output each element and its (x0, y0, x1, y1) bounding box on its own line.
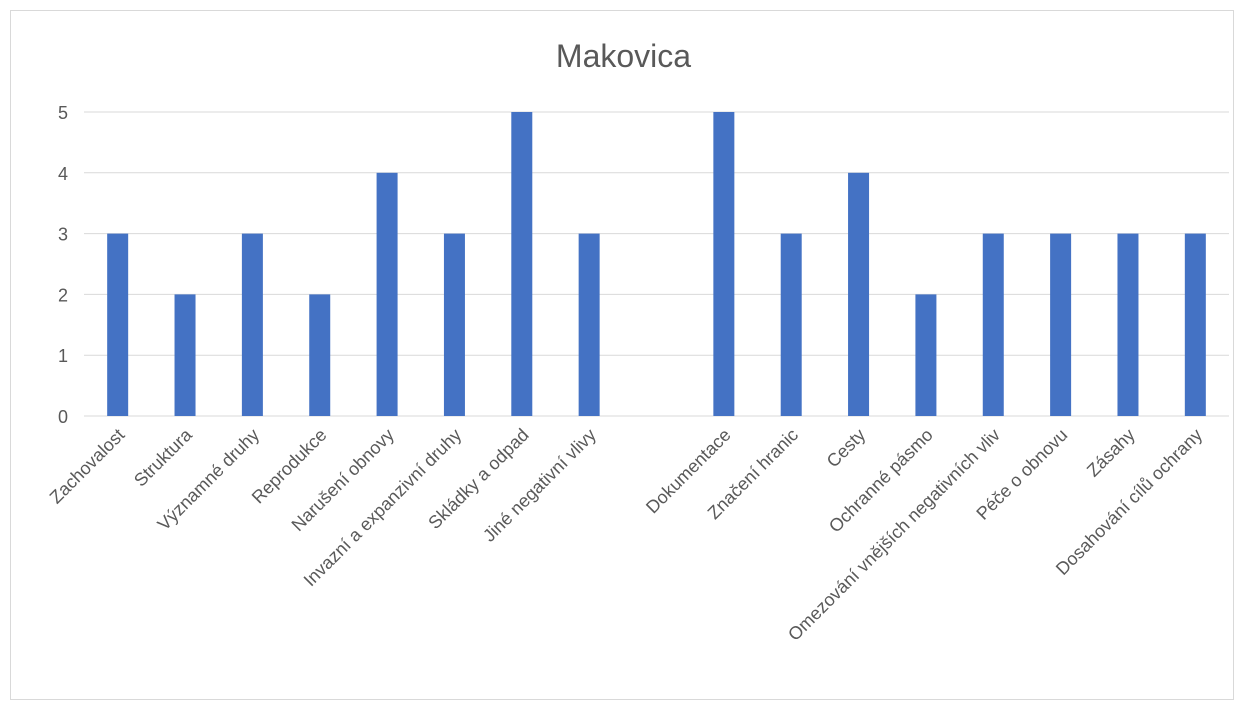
x-category-label: Zachovalost (46, 425, 129, 508)
y-tick-label: 4 (58, 164, 68, 184)
y-axis-ticks: 0 1 2 3 4 5 (58, 103, 68, 427)
x-category-label: Cesty (823, 425, 870, 472)
y-tick-label: 2 (58, 285, 68, 305)
bar (174, 294, 196, 416)
bar (309, 294, 331, 416)
gridlines (84, 111, 1229, 417)
bar (376, 172, 398, 416)
bar (982, 233, 1004, 416)
y-tick-label: 1 (58, 346, 68, 366)
chart-title: Makovica (555, 38, 692, 74)
bar (1050, 233, 1072, 416)
y-tick-label: 5 (58, 103, 68, 123)
y-tick-label: 0 (58, 407, 68, 427)
bar (848, 172, 870, 416)
x-category-label: Zásahy (1083, 425, 1139, 481)
bar (107, 233, 129, 416)
bar (1117, 233, 1139, 416)
bar (578, 233, 600, 416)
bars (107, 112, 1206, 416)
x-category-label: Struktura (130, 424, 196, 490)
bar (1184, 233, 1206, 416)
y-tick-label: 3 (58, 225, 68, 245)
x-category-label: Jiné negativní vlivy (479, 425, 600, 546)
bar (915, 294, 937, 416)
bar (713, 112, 735, 416)
bar (511, 112, 533, 416)
bar (780, 233, 802, 416)
bar (443, 233, 465, 416)
bar (241, 233, 263, 416)
